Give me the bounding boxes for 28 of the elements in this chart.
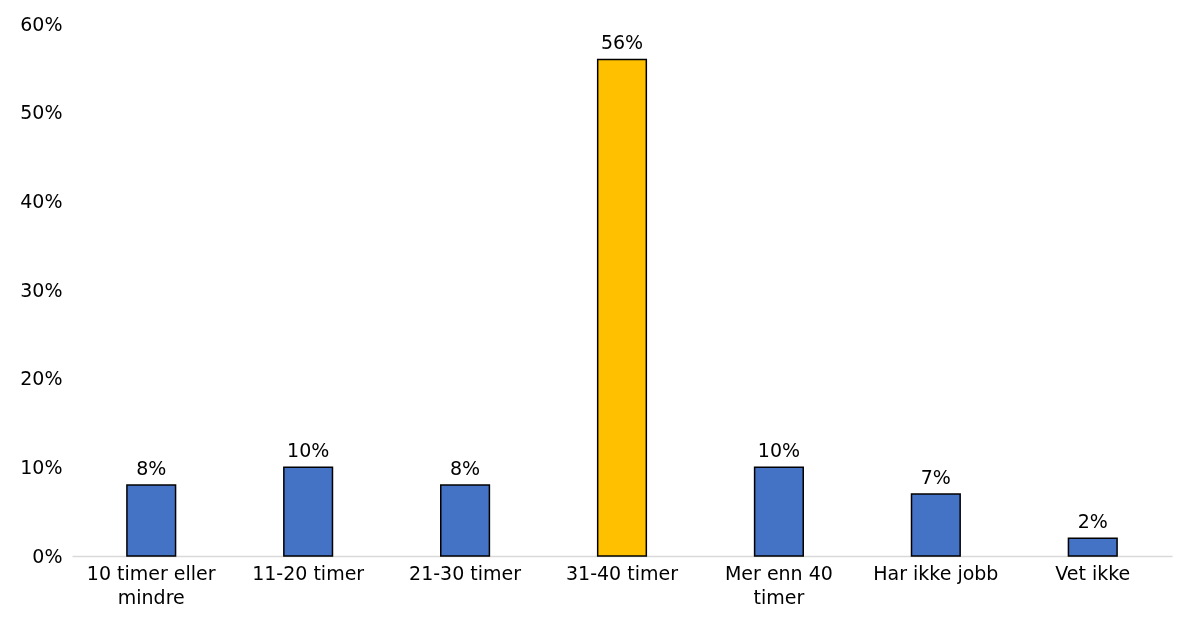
- x-tick-label: 21-30 timer: [409, 561, 522, 584]
- bar: [596, 58, 648, 557]
- x-tick-label: 31-40 timer: [566, 561, 679, 584]
- data-label: 7%: [920, 465, 951, 488]
- bar: [283, 466, 334, 557]
- y-tick-label: 40%: [20, 189, 63, 212]
- x-tick-label: Vet ikke: [1055, 561, 1131, 584]
- data-label: 8%: [136, 457, 167, 480]
- data-label: 56%: [600, 31, 644, 54]
- data-label: 8%: [450, 457, 481, 480]
- bar: [753, 466, 804, 557]
- bar: [1067, 537, 1118, 557]
- y-tick-label: 10%: [20, 455, 63, 478]
- bar: [440, 484, 491, 557]
- bar: [910, 493, 961, 557]
- data-label: 10%: [287, 439, 330, 462]
- data-label: 2%: [1077, 510, 1108, 533]
- x-tick-label: 11-20 timer: [252, 561, 365, 584]
- bar: [126, 484, 177, 557]
- x-tick-label: 10 timer eller mindre: [86, 561, 216, 608]
- x-tick-label: Mer enn 40 timer: [724, 561, 833, 608]
- y-tick-label: 60%: [20, 12, 63, 35]
- data-label: 10%: [757, 439, 801, 462]
- y-tick-label: 30%: [20, 278, 63, 301]
- y-tick-label: 50%: [20, 101, 63, 124]
- y-tick-label: 20%: [20, 367, 63, 390]
- x-tick-label: Har ikke jobb: [873, 561, 999, 584]
- y-tick-label: 0%: [32, 544, 63, 567]
